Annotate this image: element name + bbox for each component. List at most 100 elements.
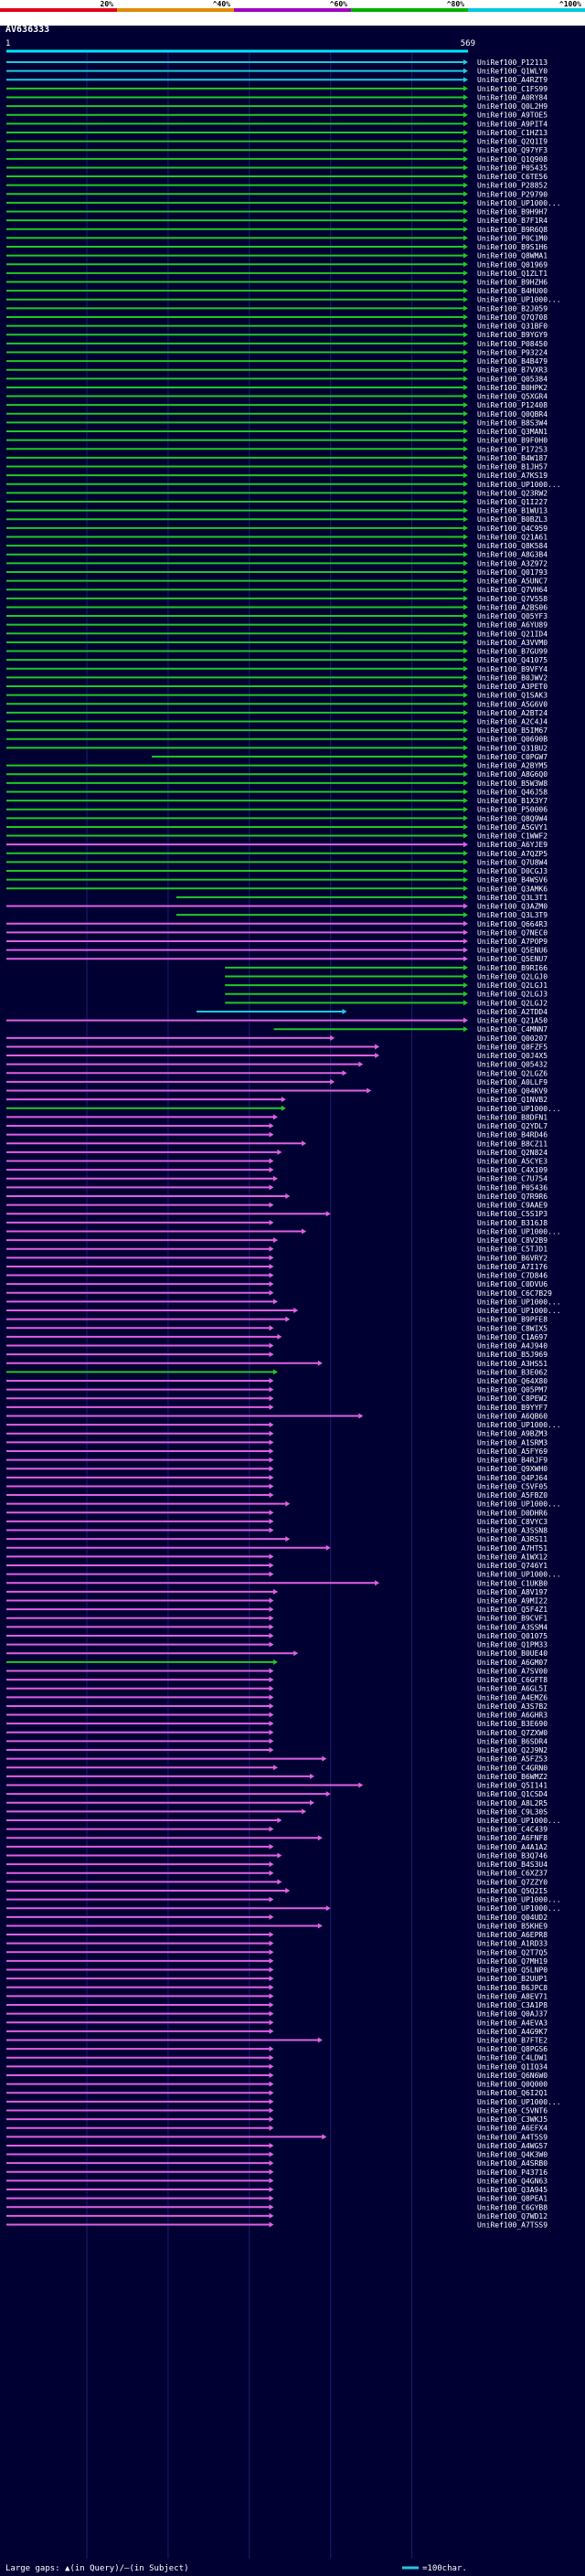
hit-row[interactable]: UniRef100_Q3MAN1: [6, 428, 548, 436]
hit-row[interactable]: UniRef100_A6EPR8: [6, 1931, 548, 1939]
hit-row[interactable]: UniRef100_Q97YF3: [6, 146, 548, 154]
hit-row[interactable]: UniRef100_A2C4J4: [6, 718, 548, 726]
hit-row[interactable]: UniRef100_C5S1P3: [6, 1210, 548, 1218]
hit-label[interactable]: UniRef100_C1WWF2: [477, 832, 548, 841]
hit-label[interactable]: UniRef100_B3E062: [477, 1368, 548, 1376]
hit-label[interactable]: UniRef100_Q1I227: [477, 498, 548, 506]
hit-row[interactable]: UniRef100_UP1000...: [6, 1307, 561, 1315]
hit-row[interactable]: UniRef100_Q3AMK6: [6, 885, 548, 893]
hit-label[interactable]: UniRef100_B4W187: [477, 454, 548, 462]
hit-label[interactable]: UniRef100_A3S7B2: [477, 1702, 548, 1711]
hit-row[interactable]: UniRef100_A9MI22: [6, 1597, 548, 1606]
hit-row[interactable]: UniRef100_A0LLF9: [6, 1078, 548, 1087]
hit-label[interactable]: UniRef100_B2UUP1: [477, 1975, 548, 1983]
hit-row[interactable]: UniRef100_B9YGY9: [6, 331, 548, 339]
hit-label[interactable]: UniRef100_P29790: [477, 190, 548, 198]
hit-label[interactable]: UniRef100_B5W3W8: [477, 779, 548, 788]
hit-row[interactable]: UniRef100_A6EFX4: [6, 2125, 548, 2133]
hit-row[interactable]: UniRef100_Q5XGR4: [6, 393, 548, 401]
hit-label[interactable]: UniRef100_A6YJE9: [477, 841, 548, 849]
hit-label[interactable]: UniRef100_B1X3Y7: [477, 797, 548, 805]
hit-row[interactable]: UniRef100_C0PGW7: [152, 753, 548, 761]
hit-row[interactable]: UniRef100_A4A1A2: [6, 1843, 548, 1851]
hit-label[interactable]: UniRef100_A4T5S9: [477, 2133, 548, 2141]
hit-label[interactable]: UniRef100_C8V2B9: [477, 1236, 548, 1245]
hit-label[interactable]: UniRef100_Q21ID4: [477, 630, 548, 638]
hit-row[interactable]: UniRef100_A7HT51: [6, 1544, 548, 1553]
hit-row[interactable]: UniRef100_B1X3Y7: [6, 797, 548, 805]
hit-row[interactable]: UniRef100_Q4GN63: [6, 2177, 548, 2185]
hit-label[interactable]: UniRef100_P43716: [477, 2168, 548, 2177]
hit-row[interactable]: UniRef100_C4LDW1: [6, 2054, 548, 2062]
hit-label[interactable]: UniRef100_C1A697: [477, 1333, 548, 1341]
hit-label[interactable]: UniRef100_C0PGW7: [477, 753, 548, 761]
hit-label[interactable]: UniRef100_A7SV00: [477, 1667, 548, 1675]
hit-label[interactable]: UniRef100_UP1000...: [477, 1896, 561, 1904]
hit-label[interactable]: UniRef100_B4RD46: [477, 1131, 548, 1140]
hit-label[interactable]: UniRef100_B9CVF1: [477, 1615, 548, 1623]
hit-row[interactable]: UniRef100_Q5Q2I5: [6, 1887, 548, 1895]
hit-row[interactable]: UniRef100_B9RI66: [225, 964, 548, 972]
hit-label[interactable]: UniRef100_C6C7B29: [477, 1289, 552, 1298]
hit-label[interactable]: UniRef100_Q746Y1: [477, 1562, 548, 1570]
hit-row[interactable]: UniRef100_B4HU00: [6, 287, 548, 295]
hit-row[interactable]: UniRef100_UP1000...: [6, 199, 561, 207]
hit-label[interactable]: UniRef100_A6YU89: [477, 621, 548, 630]
hit-row[interactable]: UniRef100_P43716: [6, 2168, 548, 2177]
hit-row[interactable]: UniRef100_B9H9H7: [6, 208, 548, 217]
hit-row[interactable]: UniRef100_Q05YF3: [6, 612, 548, 620]
hit-label[interactable]: UniRef100_A4WG57: [477, 2142, 548, 2150]
hit-row[interactable]: UniRef100_Q31BU2: [6, 744, 548, 752]
hit-row[interactable]: UniRef100_Q0AJ37: [6, 2010, 548, 2019]
hit-label[interactable]: UniRef100_Q2LGJ2: [477, 999, 548, 1007]
hit-row[interactable]: UniRef100_Q1PM33: [6, 1641, 548, 1649]
hit-row[interactable]: UniRef100_A8V197: [6, 1588, 548, 1596]
hit-row[interactable]: UniRef100_B9PFE8: [6, 1316, 548, 1324]
hit-row[interactable]: UniRef100_Q2Q1I9: [6, 138, 548, 146]
hit-label[interactable]: UniRef100_Q4K3W0: [477, 2151, 548, 2159]
hit-label[interactable]: UniRef100_Q2LGJ0: [477, 972, 548, 981]
hit-label[interactable]: UniRef100_Q05PM7: [477, 1386, 548, 1394]
hit-label[interactable]: UniRef100_Q01075: [477, 1632, 548, 1640]
hit-label[interactable]: UniRef100_A4J940: [477, 1342, 548, 1351]
hit-row[interactable]: UniRef100_UP1000...: [6, 1421, 561, 1429]
hit-label[interactable]: UniRef100_A3VVM0: [477, 639, 548, 647]
hit-label[interactable]: UniRef100_A7TSS9: [477, 2221, 548, 2230]
hit-label[interactable]: UniRef100_C5VNT6: [477, 2106, 548, 2115]
hit-row[interactable]: UniRef100_Q7Q708: [6, 313, 548, 322]
hit-label[interactable]: UniRef100_A8L2R5: [477, 1799, 548, 1807]
hit-label[interactable]: UniRef100_Q8Q9W4: [477, 814, 548, 822]
hit-label[interactable]: UniRef100_Q1Q908: [477, 155, 548, 164]
hit-row[interactable]: UniRef100_C5VF05: [6, 1482, 548, 1490]
hit-row[interactable]: UniRef100_Q0Q000: [6, 2081, 548, 2089]
hit-label[interactable]: UniRef100_B4WSV6: [477, 876, 548, 885]
hit-label[interactable]: UniRef100_A9TOE5: [477, 111, 548, 120]
hit-row[interactable]: UniRef100_Q21ID4: [6, 630, 548, 638]
hit-row[interactable]: UniRef100_Q1Q908: [6, 155, 548, 164]
hit-label[interactable]: UniRef100_B4S3U4: [477, 1860, 548, 1869]
hit-row[interactable]: UniRef100_P17253: [6, 445, 548, 453]
hit-label[interactable]: UniRef100_A2C4J4: [477, 718, 548, 726]
hit-row[interactable]: UniRef100_A7POP9: [6, 938, 548, 946]
hit-row[interactable]: UniRef100_Q664R3: [6, 920, 548, 928]
hit-row[interactable]: UniRef100_B5W3W8: [6, 779, 548, 788]
hit-label[interactable]: UniRef100_A2BS06: [477, 603, 548, 611]
hit-row[interactable]: UniRef100_Q8FZF5: [6, 1043, 548, 1051]
hit-row[interactable]: UniRef100_A4T5S9: [6, 2133, 548, 2141]
hit-label[interactable]: UniRef100_B6SDR4: [477, 1737, 548, 1745]
hit-row[interactable]: UniRef100_A3SSN8: [6, 1527, 548, 1535]
hit-label[interactable]: UniRef100_B4HU00: [477, 287, 548, 295]
hit-row[interactable]: UniRef100_Q01075: [6, 1632, 548, 1640]
hit-row[interactable]: UniRef100_Q7U8W4: [6, 858, 548, 866]
hit-row[interactable]: UniRef100_P12113: [6, 58, 548, 67]
hit-label[interactable]: UniRef100_A7HT51: [477, 1544, 548, 1553]
hit-row[interactable]: UniRef100_B7FTE2: [6, 2037, 548, 2045]
hit-label[interactable]: UniRef100_P17253: [477, 445, 548, 453]
hit-row[interactable]: UniRef100_A4RZT9: [6, 76, 548, 84]
hit-label[interactable]: UniRef100_Q2J9N2: [477, 1746, 548, 1754]
hit-label[interactable]: UniRef100_P08450: [477, 340, 548, 348]
hit-label[interactable]: UniRef100_A6FNF8: [477, 1834, 548, 1842]
hit-row[interactable]: UniRef100_P50006: [6, 806, 548, 814]
hit-row[interactable]: UniRef100_UP1000...: [6, 1904, 561, 1913]
hit-label[interactable]: UniRef100_A4A1A2: [477, 1843, 548, 1851]
